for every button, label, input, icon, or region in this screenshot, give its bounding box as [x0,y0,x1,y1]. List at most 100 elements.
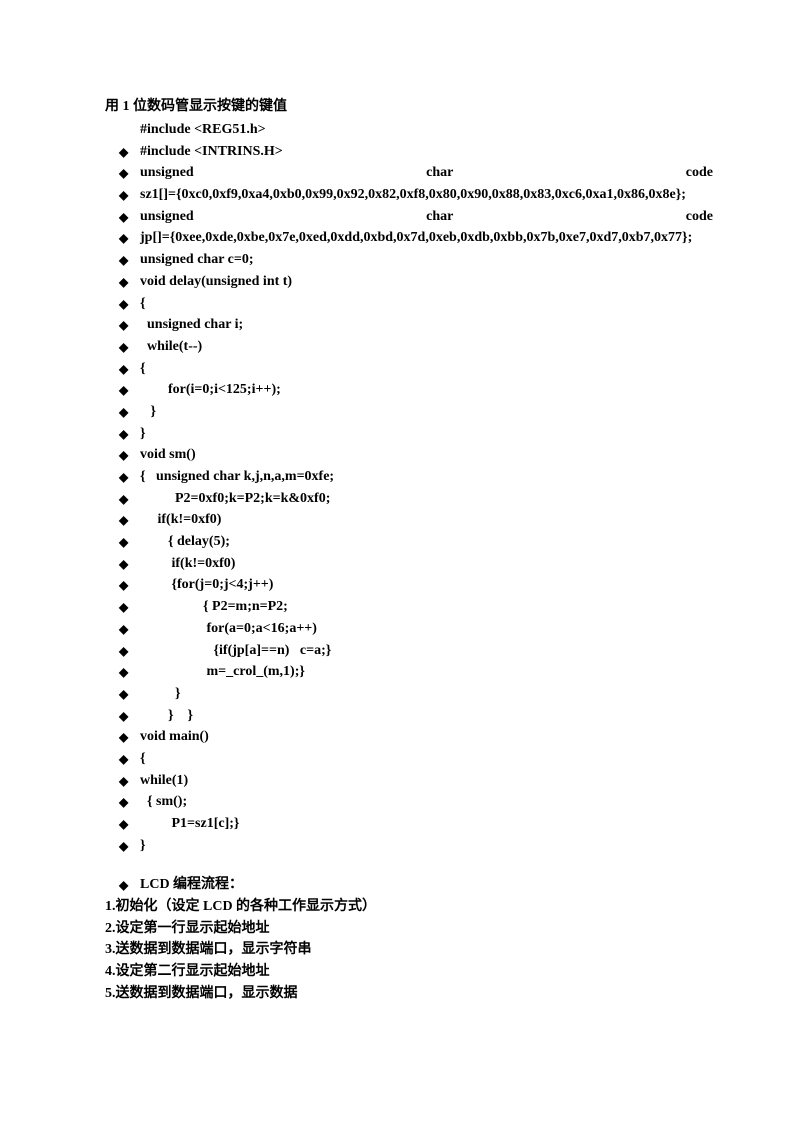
code-text: unsignedcharcode [140,162,713,184]
diamond-icon: ◆ [119,640,140,661]
code-text: sz1[]={0xc0,0xf9,0xa4,0xb0,0x99,0x92,0x8… [140,184,713,206]
diamond-icon: ◆ [119,206,140,227]
code-line: ◆ while(t--) [105,336,713,358]
step-line: 3.送数据到数据端口，显示字符串 [105,939,713,961]
lcd-heading-line: ◆ LCD 编程流程： [105,874,713,896]
code-text: { sm(); [140,791,713,813]
code-line: ◆ for(a=0;a<16;a++) [105,618,713,640]
step-line: 1.初始化（设定 LCD 的各种工作显示方式） [105,896,713,918]
diamond-icon: ◆ [119,726,140,747]
code-line: ◆ } [105,401,713,423]
code-line: ◆while(1) [105,770,713,792]
code-token: code [686,206,713,228]
code-line: ◆ unsigned char i; [105,314,713,336]
code-line: ◆} [105,835,713,857]
code-line: ◆{ [105,358,713,380]
diamond-icon: ◆ [119,791,140,812]
code-text: void main() [140,726,713,748]
code-text: void delay(unsigned int t) [140,271,713,293]
code-line: ◆unsigned char c=0; [105,249,713,271]
code-text: #include <INTRINS.H> [140,141,713,163]
code-text: P1=sz1[c];} [140,813,713,835]
code-line: ◆ {for(j=0;j<4;j++) [105,574,713,596]
diamond-icon: ◆ [119,423,140,444]
code-line: ◆ { P2=m;n=P2; [105,596,713,618]
code-text: unsignedcharcode [140,206,713,228]
diamond-icon: ◆ [119,271,140,292]
diamond-icon: ◆ [119,748,140,769]
page-title: 用 1 位数码管显示按键的键值 [105,95,713,115]
diamond-icon: ◆ [119,531,140,552]
code-line: ◆} [105,423,713,445]
code-text: { delay(5); [140,531,713,553]
lcd-heading-text: LCD 编程流程： [140,874,713,896]
code-token: unsigned [140,206,194,228]
code-line: ◆ if(k!=0xf0) [105,553,713,575]
code-line: ◆void delay(unsigned int t) [105,271,713,293]
code-line: ◆jp[]={0xee,0xde,0xbe,0x7e,0xed,0xdd,0xb… [105,227,713,249]
code-text: { unsigned char k,j,n,a,m=0xfe; [140,466,713,488]
diamond-icon: ◆ [119,574,140,595]
code-text: P2=0xf0;k=P2;k=k&0xf0; [140,488,713,510]
code-text: } [140,423,713,445]
code-token: char [426,162,453,184]
code-text: } } [140,705,713,727]
code-line: ◆void sm() [105,444,713,466]
code-text: for(i=0;i<125;i++); [140,379,713,401]
code-text: } [140,401,713,423]
code-line: ◆ { sm(); [105,791,713,813]
code-block: ◆#include <INTRINS.H>◆unsignedcharcode◆s… [105,141,713,857]
code-text: for(a=0;a<16;a++) [140,618,713,640]
diamond-icon: ◆ [119,141,140,162]
code-token: unsigned [140,162,194,184]
diamond-icon: ◆ [119,874,140,895]
diamond-icon: ◆ [119,813,140,834]
diamond-icon: ◆ [119,596,140,617]
step-line: 5.送数据到数据端口，显示数据 [105,983,713,1005]
diamond-icon: ◆ [119,293,140,314]
document-page: 用 1 位数码管显示按键的键值 #include <REG51.h> ◆#inc… [0,0,793,1055]
code-text: jp[]={0xee,0xde,0xbe,0x7e,0xed,0xdd,0xbd… [140,227,713,249]
code-line: ◆ for(i=0;i<125;i++); [105,379,713,401]
diamond-icon: ◆ [119,379,140,400]
code-text: unsigned char i; [140,314,713,336]
diamond-icon: ◆ [119,835,140,856]
diamond-icon: ◆ [119,770,140,791]
code-line: ◆{ unsigned char k,j,n,a,m=0xfe; [105,466,713,488]
code-text: } [140,835,713,857]
diamond-icon: ◆ [119,553,140,574]
code-text: unsigned char c=0; [140,249,713,271]
diamond-icon: ◆ [119,466,140,487]
steps-block: 1.初始化（设定 LCD 的各种工作显示方式）2.设定第一行显示起始地址3.送数… [105,896,713,1004]
code-text: {if(jp[a]==n) c=a;} [140,640,713,662]
diamond-icon: ◆ [119,162,140,183]
code-text: if(k!=0xf0) [140,553,713,575]
code-line: ◆ if(k!=0xf0) [105,509,713,531]
diamond-icon: ◆ [119,683,140,704]
code-text: { P2=m;n=P2; [140,596,713,618]
diamond-icon: ◆ [119,444,140,465]
code-line: ◆unsignedcharcode [105,162,713,184]
step-line: 2.设定第一行显示起始地址 [105,918,713,940]
code-line: ◆ } } [105,705,713,727]
diamond-icon: ◆ [119,661,140,682]
code-line: ◆sz1[]={0xc0,0xf9,0xa4,0xb0,0x99,0x92,0x… [105,184,713,206]
code-text: } [140,683,713,705]
code-line: ◆#include <INTRINS.H> [105,141,713,163]
code-text: while(1) [140,770,713,792]
code-line: ◆ { delay(5); [105,531,713,553]
lcd-section: ◆ LCD 编程流程： 1.初始化（设定 LCD 的各种工作显示方式）2.设定第… [105,874,713,1004]
code-text: {for(j=0;j<4;j++) [140,574,713,596]
diamond-icon: ◆ [119,488,140,509]
code-text: { [140,293,713,315]
code-line: ◆ P1=sz1[c];} [105,813,713,835]
diamond-icon: ◆ [119,509,140,530]
code-line: ◆{ [105,293,713,315]
code-line: ◆ {if(jp[a]==n) c=a;} [105,640,713,662]
code-text: void sm() [140,444,713,466]
diamond-icon: ◆ [119,705,140,726]
code-text: { [140,358,713,380]
include-line: #include <REG51.h> [105,119,713,141]
diamond-icon: ◆ [119,227,140,248]
code-line: ◆unsignedcharcode [105,206,713,228]
